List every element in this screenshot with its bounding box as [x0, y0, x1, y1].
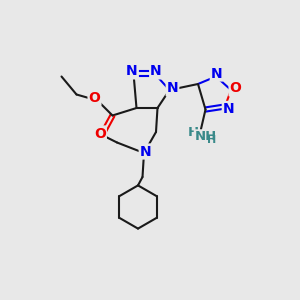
Text: N: N — [211, 67, 222, 80]
Text: NH: NH — [194, 130, 217, 143]
Text: N: N — [126, 64, 138, 78]
Text: H: H — [188, 125, 199, 139]
Text: O: O — [88, 91, 101, 105]
Text: N: N — [223, 102, 234, 116]
Text: H: H — [207, 135, 216, 146]
Text: O: O — [230, 82, 242, 95]
Text: N: N — [140, 145, 151, 158]
Text: O: O — [94, 127, 106, 140]
Text: N: N — [167, 82, 178, 95]
Text: N: N — [150, 64, 162, 78]
